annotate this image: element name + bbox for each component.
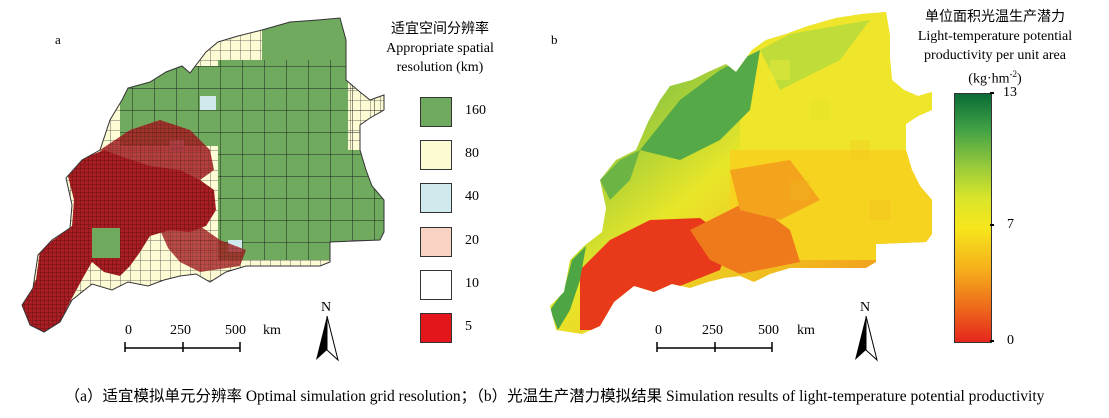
legend-swatch [420,313,452,343]
north-arrow-icon [316,316,339,362]
legend-label: 10 [465,276,479,291]
caption-a: （a）适宜模拟单元分辨率 Optimal simulation grid res… [64,388,477,405]
legend-label: 80 [465,146,479,161]
panel-b-legend-title-en-2: productivity per unit area [924,48,1066,63]
north-arrow-icon [855,316,878,362]
scale-tick-0: 0 [125,323,132,338]
scale-tick-250: 250 [170,323,191,338]
panel-a-legend-title-en-1: Appropriate spatial [386,41,494,56]
panel-b-colorbar [954,93,992,343]
legend-swatch [420,227,452,257]
scale-bar-line [656,342,773,352]
colorbar-label-min: 0 [1007,333,1014,348]
panel-b-legend-title-en-1: Light-temperature potential [917,29,1073,44]
legend-label: 40 [465,189,479,204]
colorbar-tick-mid [990,224,994,226]
panel-b-label: b [551,32,558,47]
scale-tick-500: 500 [758,323,779,338]
scale-tick-500: 500 [225,323,246,338]
panel-b-map [550,12,932,334]
legend-swatch [420,183,452,213]
legend-swatch [420,97,452,127]
legend-label: 5 [465,319,472,334]
panel-a-legend-title-cn: 适宜空间分辨率 [391,22,489,37]
scale-unit: km [263,323,281,338]
panel-a-label: a [55,32,61,47]
colorbar-label-max: 13 [1003,85,1017,100]
scale-tick-250: 250 [702,323,723,338]
colorbar-tick-max [990,92,994,94]
colorbar-tick-min [990,340,994,342]
panel-b-legend-unit: (kg·hm-2) [968,69,1022,87]
legend-label: 20 [465,233,479,248]
scale-tick-0: 0 [655,323,662,338]
colorbar-label-mid: 7 [1007,217,1014,232]
panel-a-legend-title-en-2: resolution (km) [396,60,484,75]
scale-unit: km [797,323,815,338]
legend-swatch [420,270,452,300]
panel-a-north-label: N [321,300,332,315]
panel-b-north-label: N [860,300,871,315]
legend-label: 160 [465,103,486,118]
figure-caption: （a）适宜模拟单元分辨率 Optimal simulation grid res… [0,384,1109,406]
caption-b: （b）光温生产潜力模拟结果 Simulation results of ligh… [476,388,1045,405]
panel-b-legend-title-cn: 单位面积光温生产潜力 [925,10,1065,25]
scale-bar-line [124,342,241,352]
panel-a-map [21,17,385,333]
legend-swatch [420,140,452,170]
